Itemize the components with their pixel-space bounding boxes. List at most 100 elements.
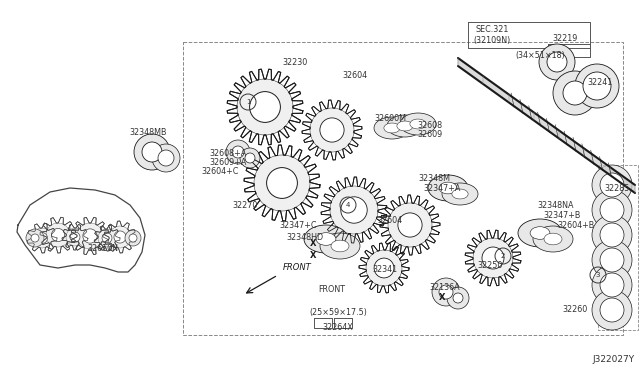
- Text: 1: 1: [246, 99, 250, 105]
- Circle shape: [66, 228, 84, 246]
- Circle shape: [125, 230, 141, 246]
- Circle shape: [547, 52, 567, 72]
- Circle shape: [31, 234, 39, 242]
- Circle shape: [473, 238, 513, 278]
- Circle shape: [109, 226, 131, 248]
- Ellipse shape: [304, 225, 348, 253]
- Text: 32608+A: 32608+A: [209, 148, 246, 157]
- Circle shape: [330, 186, 378, 234]
- Text: FRONT: FRONT: [283, 263, 312, 272]
- Text: 32241: 32241: [588, 77, 612, 87]
- Text: 32250: 32250: [477, 260, 502, 269]
- Circle shape: [563, 81, 587, 105]
- Circle shape: [237, 79, 293, 135]
- Text: X: X: [310, 238, 316, 247]
- Circle shape: [447, 287, 469, 309]
- Circle shape: [592, 290, 632, 330]
- Circle shape: [340, 197, 367, 223]
- Circle shape: [32, 228, 52, 248]
- Text: 32604+C: 32604+C: [202, 167, 239, 176]
- Circle shape: [553, 71, 597, 115]
- Circle shape: [26, 229, 44, 247]
- Text: 32604: 32604: [342, 71, 367, 80]
- Text: 32348HD: 32348HD: [287, 232, 324, 241]
- Circle shape: [592, 165, 632, 205]
- Text: 32230: 32230: [282, 58, 308, 67]
- Circle shape: [439, 285, 453, 299]
- Circle shape: [98, 229, 116, 247]
- Text: 32348NA: 32348NA: [538, 201, 574, 209]
- Circle shape: [267, 168, 298, 198]
- Ellipse shape: [316, 233, 336, 245]
- Text: X: X: [439, 294, 445, 302]
- Text: 2: 2: [501, 253, 505, 259]
- Ellipse shape: [442, 183, 478, 205]
- Circle shape: [600, 248, 624, 272]
- Ellipse shape: [518, 219, 562, 247]
- Ellipse shape: [544, 233, 562, 245]
- Text: (34×51×18): (34×51×18): [515, 51, 565, 60]
- Circle shape: [600, 273, 624, 297]
- Text: 32348MB: 32348MB: [129, 128, 167, 137]
- Circle shape: [600, 198, 624, 222]
- Text: 3: 3: [596, 272, 600, 278]
- Circle shape: [539, 44, 575, 80]
- Text: FRONT: FRONT: [319, 285, 346, 295]
- Ellipse shape: [387, 115, 423, 137]
- Circle shape: [83, 229, 97, 243]
- Ellipse shape: [400, 113, 436, 135]
- Ellipse shape: [374, 117, 410, 139]
- Circle shape: [592, 215, 632, 255]
- Circle shape: [320, 118, 344, 142]
- Circle shape: [129, 234, 137, 242]
- Polygon shape: [458, 58, 635, 193]
- Circle shape: [226, 140, 250, 164]
- Text: 32341: 32341: [372, 266, 397, 275]
- Circle shape: [240, 148, 260, 168]
- Text: SEC.321
(32109N): SEC.321 (32109N): [474, 25, 511, 45]
- Text: 32609: 32609: [417, 129, 443, 138]
- Text: 32264X: 32264X: [323, 324, 353, 333]
- Circle shape: [114, 231, 126, 243]
- Circle shape: [432, 278, 460, 306]
- Circle shape: [592, 190, 632, 230]
- Circle shape: [388, 203, 432, 247]
- Circle shape: [398, 213, 422, 237]
- Circle shape: [152, 144, 180, 172]
- Text: 32604: 32604: [378, 215, 403, 224]
- Circle shape: [600, 223, 624, 247]
- Text: 32136A: 32136A: [429, 282, 460, 292]
- Circle shape: [51, 228, 65, 241]
- Text: 32347+A: 32347+A: [423, 183, 461, 192]
- Circle shape: [77, 223, 103, 249]
- Ellipse shape: [320, 233, 360, 259]
- Ellipse shape: [410, 119, 426, 129]
- Text: 32347+C: 32347+C: [279, 221, 317, 230]
- Text: 32348M: 32348M: [418, 173, 450, 183]
- Text: 32608: 32608: [417, 121, 443, 129]
- Ellipse shape: [384, 123, 400, 133]
- Circle shape: [482, 247, 504, 269]
- Circle shape: [592, 265, 632, 305]
- Circle shape: [158, 150, 174, 166]
- Circle shape: [70, 232, 80, 242]
- Text: 32609+A: 32609+A: [209, 157, 246, 167]
- Ellipse shape: [439, 182, 457, 194]
- Text: (25×59×17.5): (25×59×17.5): [309, 308, 367, 317]
- Ellipse shape: [397, 121, 413, 131]
- Circle shape: [575, 64, 619, 108]
- Ellipse shape: [452, 189, 468, 199]
- Ellipse shape: [530, 227, 550, 239]
- Text: 32600M: 32600M: [374, 113, 406, 122]
- Circle shape: [310, 108, 354, 152]
- Circle shape: [600, 173, 624, 197]
- Text: 32610N: 32610N: [88, 244, 118, 253]
- Circle shape: [254, 155, 310, 211]
- Circle shape: [583, 72, 611, 100]
- Circle shape: [232, 146, 244, 158]
- Circle shape: [245, 153, 255, 163]
- Text: 32347+B: 32347+B: [543, 211, 580, 219]
- Circle shape: [453, 293, 463, 303]
- Text: X: X: [310, 250, 316, 260]
- Text: 4: 4: [346, 202, 350, 208]
